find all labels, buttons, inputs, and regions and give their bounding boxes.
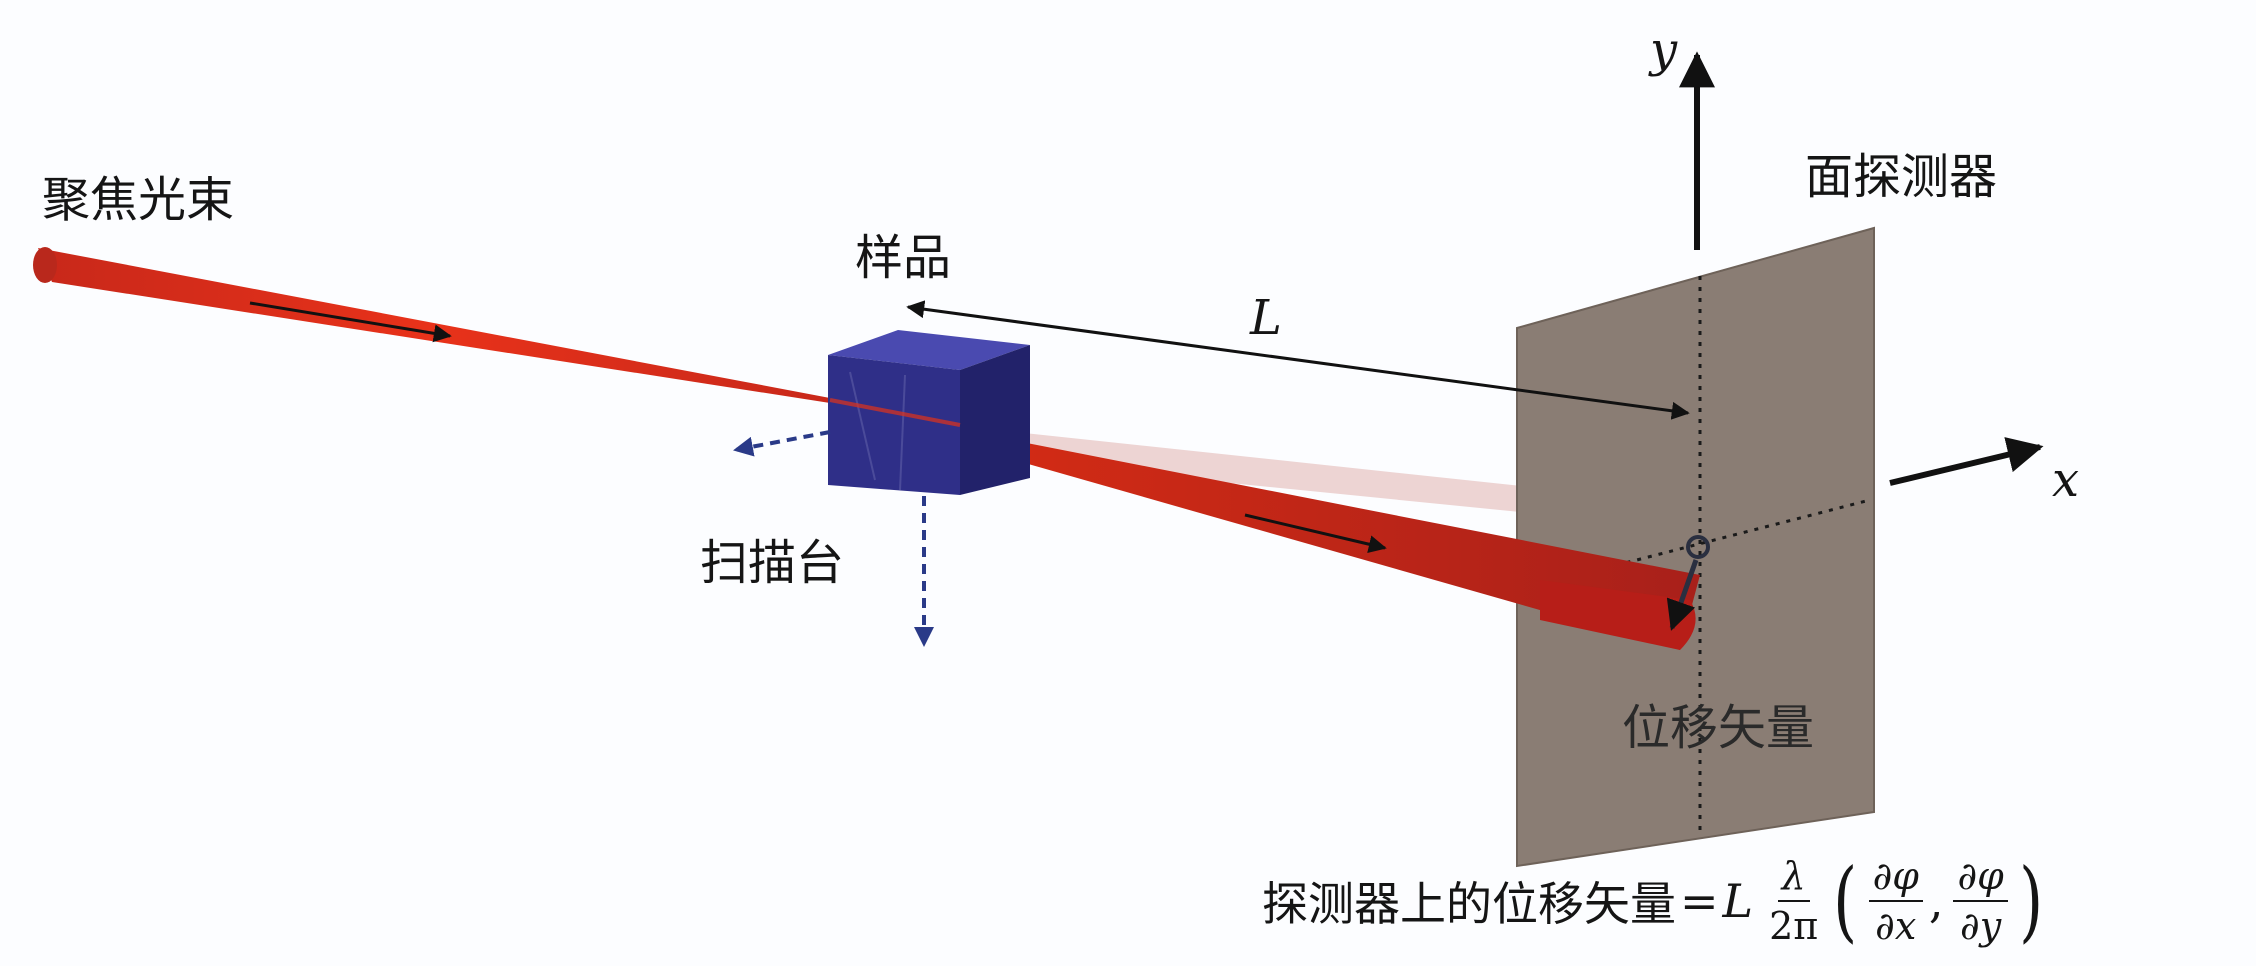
undeflected-spot-marker — [1686, 535, 1710, 559]
incoming-beam — [38, 248, 830, 403]
distance-arrow — [906, 300, 1690, 420]
distance-label: L — [1250, 290, 1282, 346]
formula-dphi-1: ∂φ — [1868, 857, 1923, 902]
focused-beam-label: 聚焦光束 — [42, 172, 235, 228]
sample-cube — [828, 330, 1030, 495]
scatter-cone — [940, 424, 1700, 530]
formula-L: L — [1722, 874, 1754, 928]
incoming-beam-arrow — [249, 301, 452, 343]
displacement-vector-arrow — [1666, 559, 1699, 631]
dphi-dy: ∂φ ∂y — [1953, 857, 2008, 948]
x-axis-arrow — [1889, 437, 2044, 486]
formula-lambda: λ — [1777, 857, 1810, 902]
formula-equals: = — [1680, 874, 1719, 928]
formula-dphi-2: ∂φ — [1953, 857, 2008, 902]
formula-comma: , — [1928, 874, 1944, 928]
outgoing-beam — [930, 424, 1700, 650]
lambda-over-2pi: λ 2π — [1765, 857, 1822, 945]
dphi-dx: ∂φ ∂x — [1868, 857, 1923, 948]
beam-aperture — [33, 247, 57, 283]
formula-prefix: 探测器上的位移矢量 — [1262, 877, 1676, 931]
formula-open-paren: ( — [1833, 849, 1858, 952]
scan-stage-label: 扫描台 — [700, 535, 845, 591]
displacement-formula: 探测器上的位移矢量 = L λ 2π ( ∂φ ∂x , ∂φ ∂y ) — [1262, 846, 2048, 956]
sample-label: 样品 — [855, 230, 952, 286]
beam-spot — [1540, 580, 1696, 650]
formula-dy: ∂y — [1960, 904, 2002, 948]
formula-two-pi: 2π — [1769, 904, 1819, 948]
displacement-vector-label: 位移矢量 — [1622, 700, 1815, 756]
beam-through-sample — [829, 398, 961, 427]
stage-arrow-horizontal — [733, 430, 831, 457]
x-axis-label: x — [2052, 452, 2080, 508]
area-detector — [1516, 226, 1875, 868]
formula-dx: ∂x — [1875, 904, 1917, 948]
outgoing-beam-arrow — [1244, 513, 1387, 554]
formula-close-paren: ) — [2018, 849, 2043, 952]
y-axis-label: y — [1650, 22, 1678, 78]
area-detector-label: 面探测器 — [1805, 149, 1998, 205]
